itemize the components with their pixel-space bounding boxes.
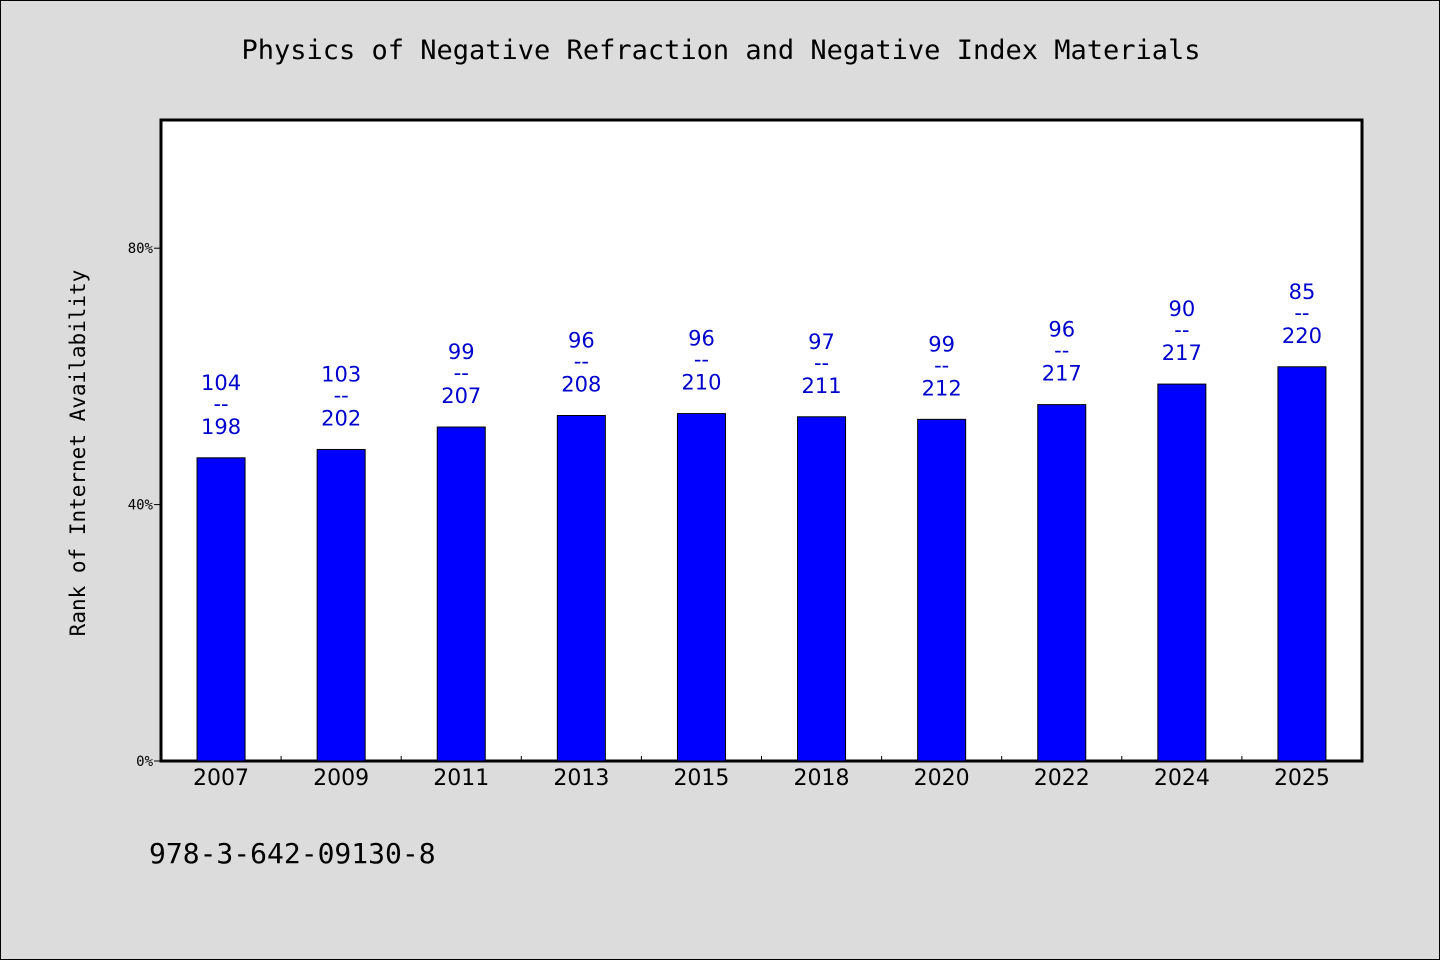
data-label-total: 217 [1162,341,1202,365]
data-label-separator: -- [1174,318,1189,342]
data-label-rank: 90 [1168,297,1195,321]
bar-2015 [676,413,726,762]
data-label-total: 202 [321,406,361,430]
data-label-total: 198 [201,415,241,439]
data-label-total: 220 [1282,324,1322,348]
bar-2013 [556,415,606,762]
bars-group [196,366,1327,762]
data-label-separator: -- [814,351,829,375]
data-label-separator: -- [1054,339,1069,363]
y-tick-label: 0% [136,754,153,770]
data-label-total: 208 [561,373,601,397]
bar-2018 [797,416,847,762]
bar-2007 [196,457,246,762]
bar-2009 [316,448,366,762]
y-tick-label: 40% [128,498,154,514]
isbn-text: 978-3-642-09130-8 [149,837,436,870]
x-tick-label: 2024 [1154,766,1210,791]
x-tick-label: 2009 [313,766,369,791]
data-label-separator: -- [213,392,228,416]
chart-title: Physics of Negative Refraction and Negat… [241,35,1201,66]
data-label-rank: 96 [1048,318,1075,342]
x-tick-label: 2015 [673,766,729,791]
bar-2011 [436,426,486,762]
data-label-rank: 97 [808,330,835,354]
x-axis: 2007 2009 2011 2013 2015 2018 2020 2022 2024 2025 [193,756,1330,791]
data-label-rank: 96 [688,327,715,351]
data-label-total: 210 [681,371,721,395]
data-label-rank: 99 [928,332,955,356]
data-label-separator: -- [574,350,589,374]
data-label-separator: -- [454,361,469,385]
x-tick-label: 2022 [1034,766,1090,791]
data-label-rank: 85 [1289,280,1316,304]
data-label-total: 217 [1042,362,1082,386]
bar-2025 [1277,366,1327,762]
data-label-separator: -- [934,353,949,377]
bar-2022 [1037,404,1087,762]
data-label-total: 211 [802,374,842,398]
x-tick-label: 2018 [794,766,850,791]
data-label-separator: -- [334,383,349,407]
data-label-separator: -- [1294,301,1309,325]
data-label-rank: 99 [448,340,475,364]
data-label-total: 212 [922,376,962,400]
y-tick-label: 80% [128,241,154,257]
data-label-rank: 103 [321,362,361,386]
data-label-total: 207 [441,384,481,408]
data-label-rank: 96 [568,329,595,353]
x-tick-label: 2020 [914,766,970,791]
data-label-rank: 104 [201,371,241,395]
x-tick-label: 2025 [1274,766,1330,791]
bar-2024 [1157,383,1207,762]
data-labels-group: 104--198103--20299--20796--20896--21097-… [201,280,1322,439]
y-axis: 0% 40% 80% [128,241,161,770]
x-tick-label: 2007 [193,766,249,791]
x-tick-label: 2013 [553,766,609,791]
bar-2020 [917,418,967,762]
data-label-separator: -- [694,348,709,372]
x-tick-label: 2011 [433,766,489,791]
